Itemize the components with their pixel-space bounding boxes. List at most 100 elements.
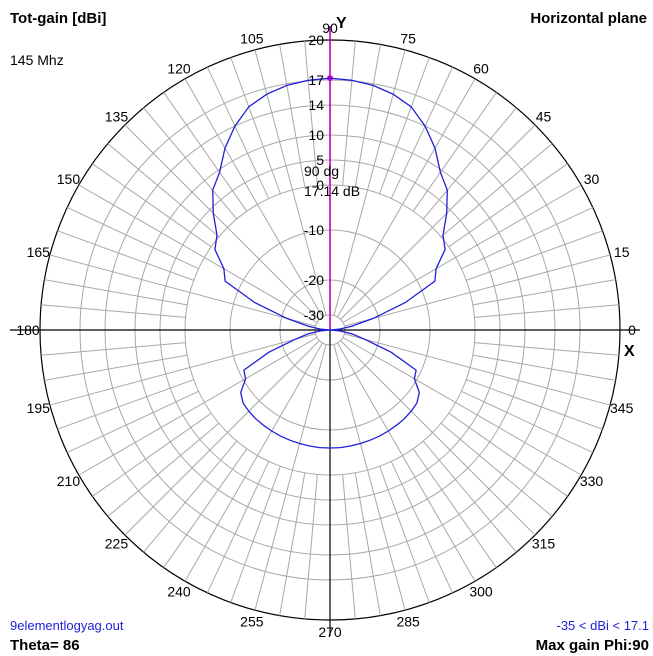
polar-labels: 0 15 30 45 60 75 90 105 120 135 150 165 180 195 210 225…: [16, 15, 636, 640]
theta-label: Theta= 86: [10, 637, 80, 654]
grid-spoke: [107, 422, 220, 517]
grid-spoke: [66, 390, 199, 454]
grid-spoke: [448, 412, 568, 497]
grid-spoke: [390, 461, 454, 594]
grid-spoke: [78, 184, 318, 323]
left-title: Tot-gain [dBi]: [10, 10, 107, 27]
angle-tick-label: 150: [57, 171, 81, 187]
grid-spoke: [206, 461, 270, 594]
y-axis-letter: Y: [336, 15, 347, 32]
radial-tick-label: -30: [304, 307, 324, 323]
grid-spoke: [472, 354, 616, 381]
grid-spoke: [440, 422, 553, 517]
grid-spoke: [206, 66, 270, 199]
grid-spoke: [390, 66, 454, 199]
grid-spoke: [342, 41, 356, 186]
angle-tick-label: 30: [584, 171, 600, 187]
angle-tick-label: 180: [16, 322, 40, 338]
grid-spoke: [66, 206, 199, 270]
angle-tick-label: 255: [240, 614, 264, 630]
radial-tick-label: -20: [304, 272, 324, 288]
radial-tick-label: 17: [308, 72, 324, 88]
grid-spoke: [78, 337, 318, 476]
max-gain-value-label: 17.14 dB: [304, 183, 360, 199]
grid-spoke: [412, 448, 497, 568]
grid-spoke: [304, 41, 318, 186]
grid-spoke: [337, 342, 476, 582]
grid-spoke: [41, 304, 186, 318]
grid-spoke: [92, 163, 212, 248]
grid-spoke: [230, 466, 281, 603]
grid-spoke: [92, 412, 212, 497]
angle-tick-label: 330: [580, 473, 604, 489]
angle-tick-label: 225: [105, 536, 129, 552]
radial-tick-label: -10: [304, 222, 324, 238]
filename-label: 9elementlogyag.out: [10, 618, 124, 633]
radial-tick-label: 20: [308, 32, 324, 48]
grid-spoke: [422, 107, 517, 220]
angle-tick-label: 15: [614, 244, 630, 260]
grid-spoke: [49, 254, 316, 327]
grid-spoke: [379, 57, 430, 194]
angle-tick-label: 240: [167, 584, 191, 600]
angle-tick-label: 270: [318, 624, 342, 640]
angle-tick-label: 135: [105, 108, 129, 124]
angle-tick-label: 300: [469, 584, 493, 600]
grid-spoke: [230, 57, 281, 194]
angle-tick-label: 285: [396, 614, 420, 630]
pattern-series: [212, 77, 448, 449]
angle-tick-label: 120: [167, 60, 191, 76]
grid-spoke: [143, 107, 238, 220]
angle-tick-label: 195: [27, 400, 51, 416]
angle-tick-label: 165: [27, 244, 51, 260]
grid-spoke: [342, 184, 582, 323]
x-axis-letter: X: [624, 343, 635, 360]
grid-spoke: [340, 340, 536, 536]
angle-tick-label: 45: [536, 108, 552, 124]
grid-spoke: [163, 448, 248, 568]
grid-spoke: [279, 44, 306, 188]
grid-spoke: [342, 337, 582, 476]
angle-tick-label: 90: [322, 20, 338, 36]
grid-spoke: [344, 333, 611, 406]
grid-spoke: [342, 474, 356, 619]
grid-spoke: [466, 379, 603, 430]
grid-spoke: [472, 279, 616, 306]
radial-tick-label: 10: [308, 127, 324, 143]
grid-spoke: [474, 342, 619, 356]
grid-spoke: [379, 466, 430, 603]
grid-spoke: [49, 333, 316, 406]
grid-spoke: [440, 143, 553, 238]
grid-spoke: [57, 379, 194, 430]
grid-spoke: [184, 78, 323, 318]
grid-spoke: [107, 143, 220, 238]
grid-spoke: [163, 92, 248, 212]
grid-spoke: [254, 344, 327, 611]
angle-tick-label: 75: [400, 30, 416, 46]
grid-spoke: [412, 92, 497, 212]
max-gain-label: Max gain Phi:90: [535, 637, 649, 654]
grid-spoke: [344, 254, 611, 327]
grid-spoke: [124, 124, 320, 320]
grid-spoke: [466, 230, 603, 281]
angle-tick-label: 210: [57, 473, 81, 489]
grid-spoke: [340, 124, 536, 320]
right-title: Horizontal plane: [530, 10, 647, 27]
grid-spoke: [184, 342, 323, 582]
grid-spoke: [333, 344, 406, 611]
grid-spoke: [279, 472, 306, 616]
grid-spoke: [57, 230, 194, 281]
grid-spoke: [143, 440, 238, 553]
angle-tick-label: 0: [628, 322, 636, 338]
angle-tick-label: 105: [240, 30, 264, 46]
angle-tick-label: 315: [532, 536, 556, 552]
angle-tick-label: 345: [610, 400, 634, 416]
range-label: -35 < dBi < 17.1: [556, 618, 649, 633]
angle-tick-label: 60: [473, 60, 489, 76]
grid-spoke: [124, 340, 320, 536]
grid-spoke: [474, 304, 619, 318]
grid-spoke: [354, 472, 381, 616]
grid-spoke: [44, 354, 188, 381]
grid-spoke: [337, 78, 476, 318]
